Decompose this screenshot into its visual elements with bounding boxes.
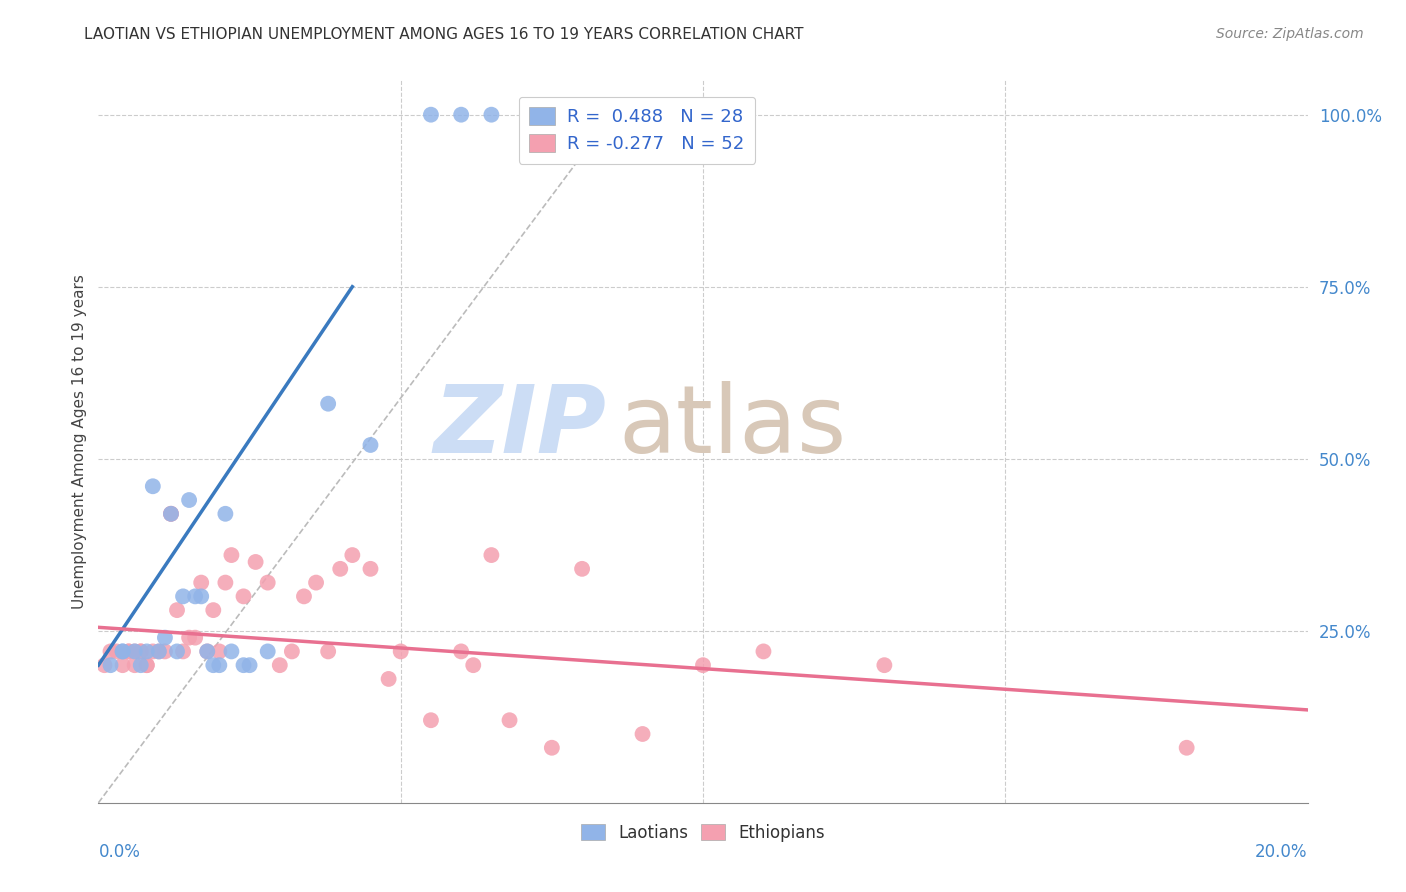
Point: [160, 507, 183, 521]
Point: [256, 644, 278, 658]
Point: [214, 575, 236, 590]
Legend: Laotians, Ethiopians: Laotians, Ethiopians: [575, 817, 831, 848]
Point: [281, 644, 304, 658]
Point: [148, 644, 170, 658]
Point: [190, 575, 212, 590]
Text: ZIP: ZIP: [433, 381, 606, 473]
Point: [124, 658, 146, 673]
Point: [1175, 740, 1198, 755]
Point: [208, 658, 231, 673]
Point: [160, 507, 183, 521]
Point: [420, 713, 443, 727]
Point: [245, 555, 267, 569]
Point: [342, 548, 364, 562]
Point: [329, 562, 352, 576]
Point: [208, 644, 231, 658]
Point: [202, 603, 225, 617]
Point: [540, 740, 562, 755]
Point: [305, 575, 328, 590]
Point: [172, 644, 194, 658]
Point: [873, 658, 896, 673]
Point: [360, 438, 382, 452]
Point: [153, 644, 176, 658]
Point: [160, 507, 183, 521]
Point: [316, 397, 339, 411]
Point: [190, 590, 212, 604]
Point: [389, 644, 412, 658]
Point: [124, 644, 146, 658]
Point: [195, 644, 218, 658]
Point: [214, 507, 236, 521]
Point: [360, 562, 382, 576]
Point: [184, 590, 207, 604]
Point: [692, 658, 714, 673]
Point: [498, 713, 520, 727]
Text: atlas: atlas: [619, 381, 846, 473]
Point: [100, 644, 122, 658]
Point: [450, 108, 472, 122]
Text: 0.0%: 0.0%: [98, 843, 141, 861]
Point: [129, 644, 152, 658]
Point: [153, 631, 176, 645]
Point: [221, 548, 243, 562]
Point: [100, 658, 122, 673]
Point: [135, 658, 157, 673]
Point: [631, 727, 654, 741]
Text: Source: ZipAtlas.com: Source: ZipAtlas.com: [1216, 27, 1364, 41]
Point: [148, 644, 170, 658]
Point: [571, 562, 593, 576]
Point: [179, 493, 201, 508]
Point: [105, 644, 128, 658]
Point: [111, 644, 134, 658]
Point: [184, 631, 207, 645]
Point: [316, 644, 339, 658]
Point: [239, 658, 262, 673]
Point: [142, 479, 165, 493]
Point: [172, 590, 194, 604]
Y-axis label: Unemployment Among Ages 16 to 19 years: Unemployment Among Ages 16 to 19 years: [72, 274, 87, 609]
Text: 20.0%: 20.0%: [1256, 843, 1308, 861]
Point: [463, 658, 485, 673]
Point: [481, 108, 503, 122]
Point: [135, 658, 157, 673]
Point: [232, 658, 254, 673]
Point: [232, 590, 254, 604]
Point: [256, 575, 278, 590]
Point: [124, 644, 146, 658]
Point: [129, 658, 152, 673]
Point: [111, 644, 134, 658]
Point: [195, 644, 218, 658]
Point: [118, 644, 141, 658]
Point: [450, 644, 472, 658]
Point: [111, 658, 134, 673]
Point: [118, 644, 141, 658]
Text: LAOTIAN VS ETHIOPIAN UNEMPLOYMENT AMONG AGES 16 TO 19 YEARS CORRELATION CHART: LAOTIAN VS ETHIOPIAN UNEMPLOYMENT AMONG …: [84, 27, 804, 42]
Point: [142, 644, 165, 658]
Point: [481, 548, 503, 562]
Point: [166, 603, 188, 617]
Point: [292, 590, 315, 604]
Point: [179, 631, 201, 645]
Point: [420, 108, 443, 122]
Point: [166, 644, 188, 658]
Point: [377, 672, 399, 686]
Point: [129, 644, 152, 658]
Point: [269, 658, 291, 673]
Point: [93, 658, 115, 673]
Point: [202, 658, 225, 673]
Point: [135, 644, 157, 658]
Point: [752, 644, 775, 658]
Point: [221, 644, 243, 658]
